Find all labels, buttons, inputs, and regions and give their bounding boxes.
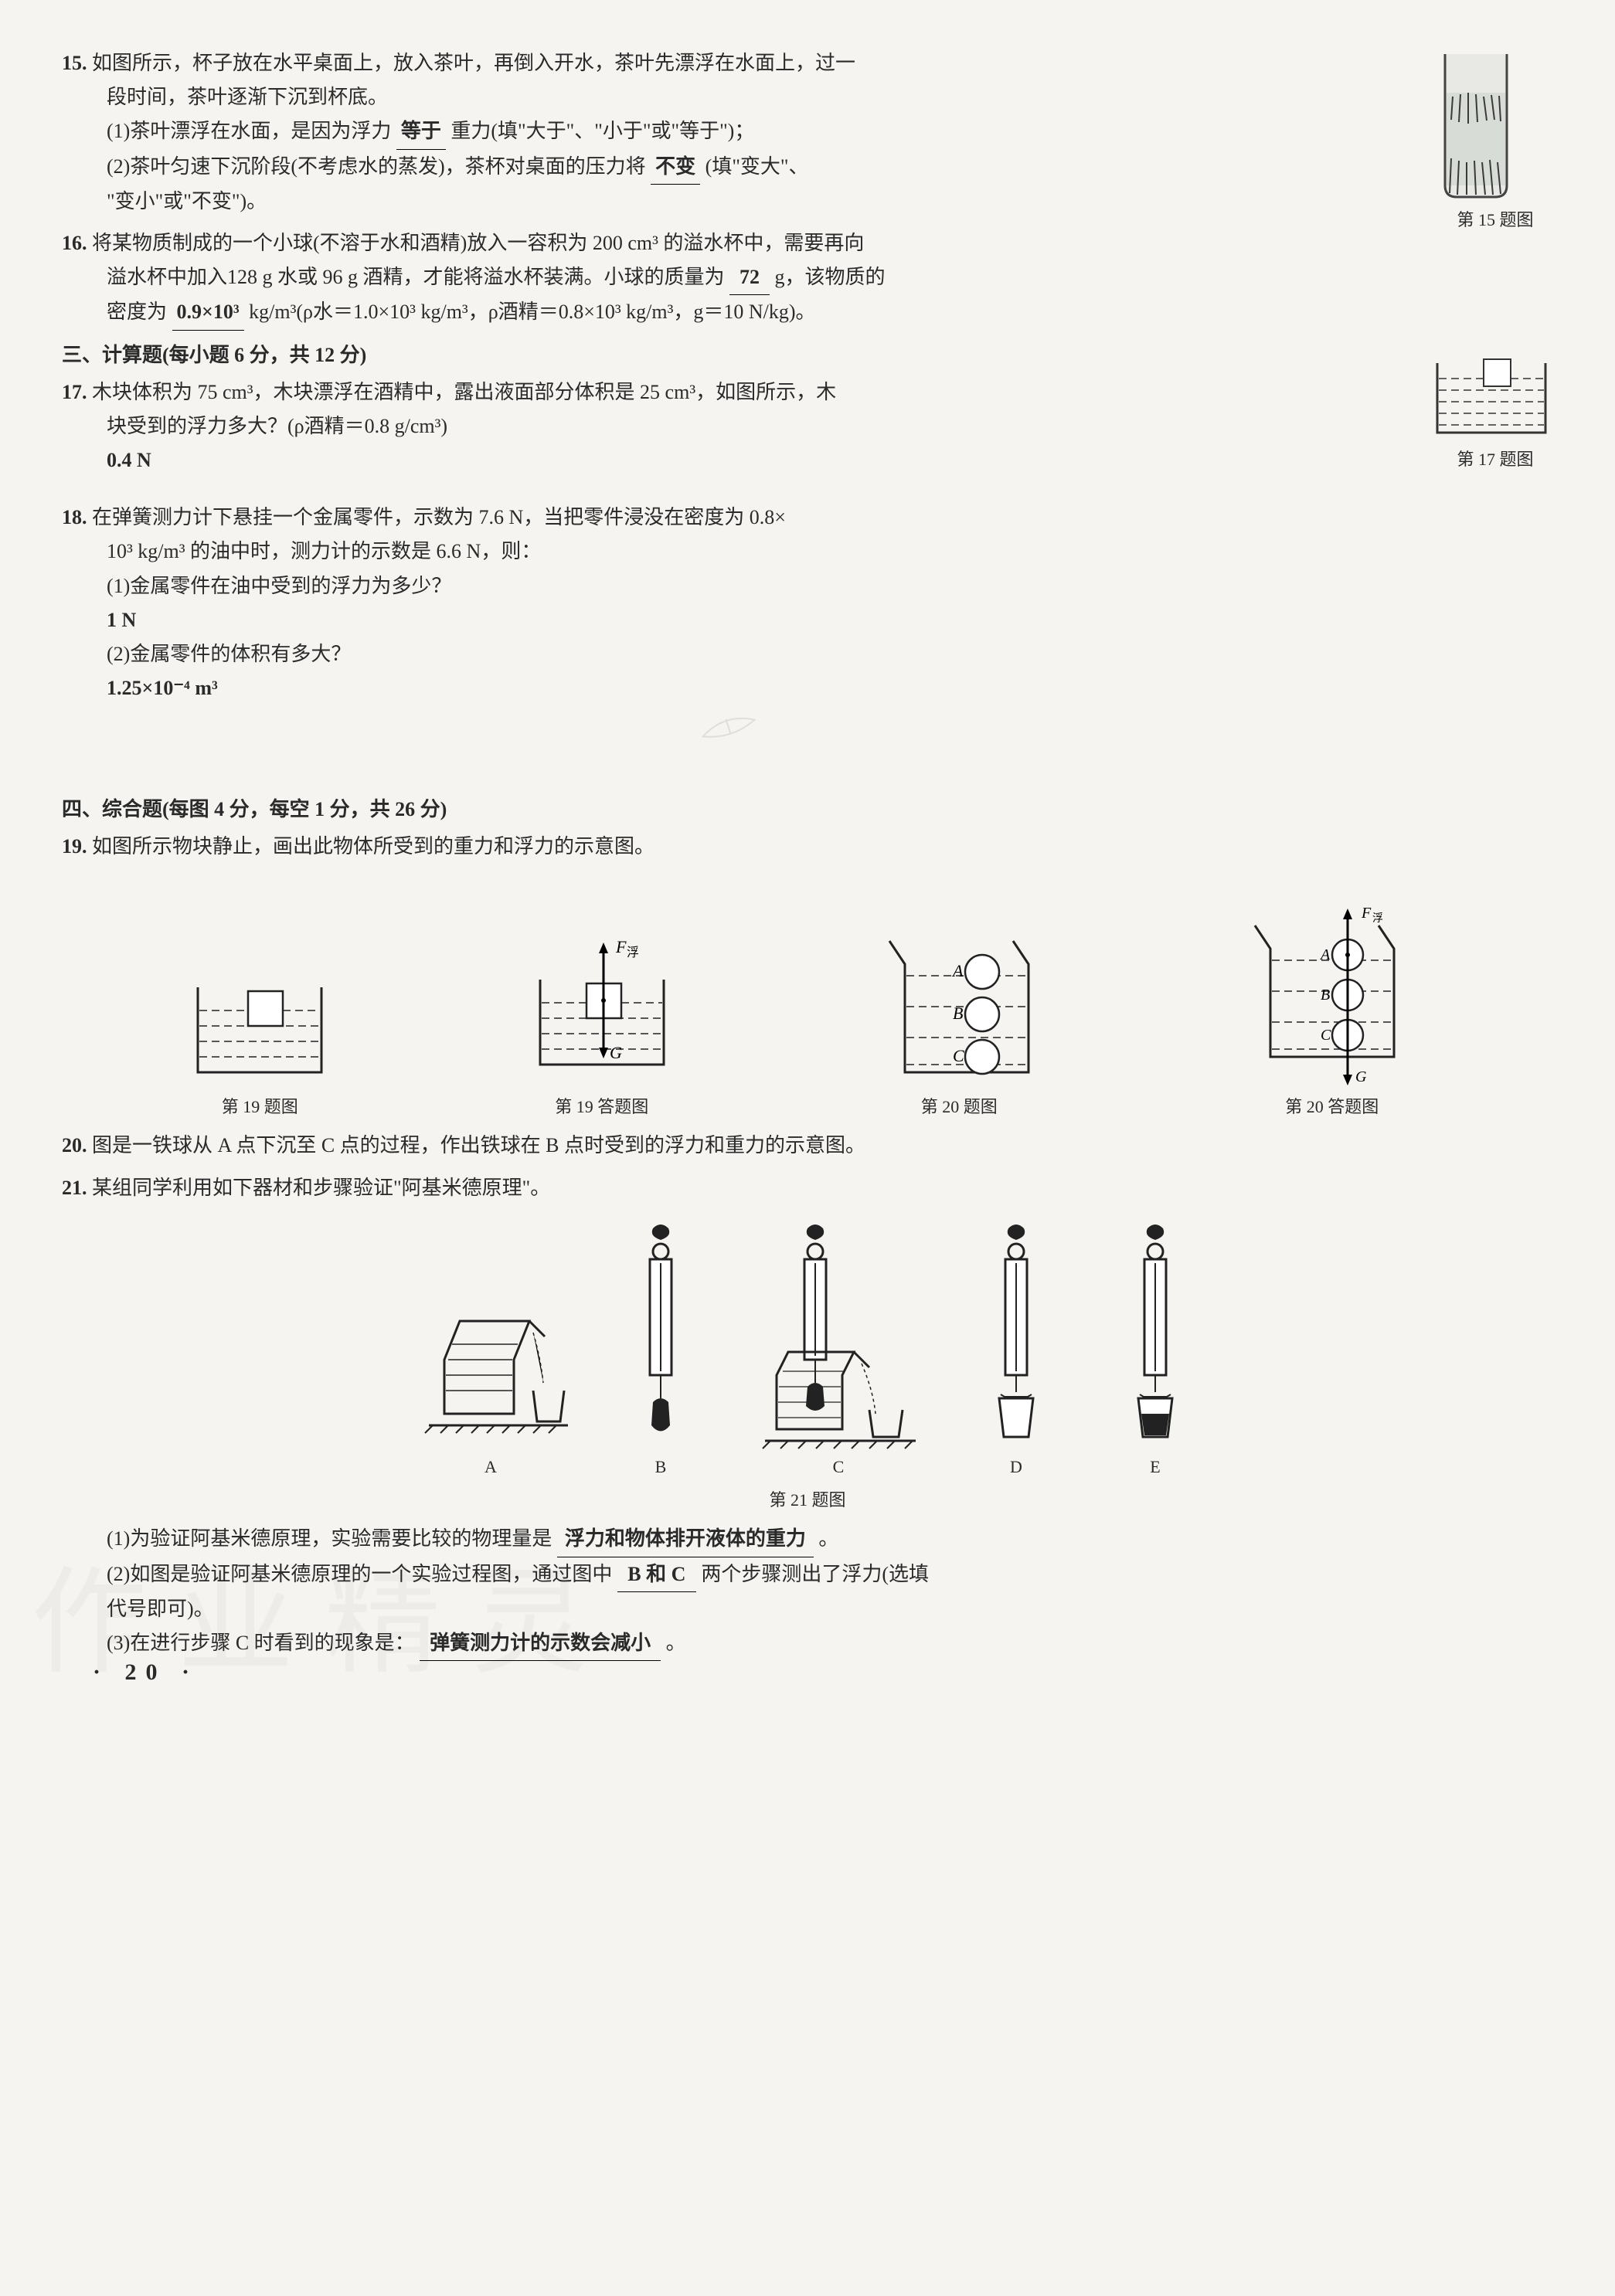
q19-num: 19. <box>62 835 87 858</box>
fig21-e-label: E <box>1109 1452 1202 1481</box>
fig21-d-label: D <box>970 1452 1062 1481</box>
q15-num: 15. <box>62 52 87 74</box>
q18-l2: 10³ kg/m³ 的油中时，测力计的示数是 6.6 N，则： <box>62 535 1553 569</box>
q18-num: 18. <box>62 506 87 528</box>
svg-text:A: A <box>1319 946 1331 963</box>
figure-20: A B C 第 20 题图 <box>866 918 1052 1121</box>
q21-p1a: (1)为验证阿基米德原理，实验需要比较的物理量是 <box>107 1527 552 1550</box>
figure-21-caption: 第 21 题图 <box>62 1486 1553 1514</box>
svg-text:B: B <box>1321 987 1330 1004</box>
question-21: 21. 某组同学利用如下器材和步骤验证"阿基米德原理"。 <box>62 1171 1553 1205</box>
svg-text:G: G <box>1355 1068 1367 1085</box>
fig21-c-label: C <box>753 1452 923 1481</box>
figure-19-answer: F 浮 G 第 19 答题图 <box>517 933 687 1121</box>
q21-p3b: 。 <box>666 1632 686 1654</box>
q21-blank1: 浮力和物体排开液体的重力 <box>557 1522 814 1557</box>
q15-p2c: "变小"或"不变")。 <box>62 185 1553 219</box>
q20-num: 20. <box>62 1134 87 1156</box>
q15-p2a: (2)茶叶匀速下沉阶段(不考虑水的蒸发)，茶杯对桌面的压力将 <box>107 155 646 178</box>
q21-blank3: 弹簧测力计的示数会减小 <box>420 1626 661 1661</box>
figure-21-d: D <box>970 1221 1062 1481</box>
question-19: 19. 如图所示物块静止，画出此物体所受到的重力和浮力的示意图。 <box>62 830 1553 864</box>
figure-21-a: A <box>413 1267 568 1481</box>
fig21-a-label: A <box>413 1452 568 1481</box>
q15-l2: 段时间，茶叶逐渐下沉到杯底。 <box>62 80 1553 114</box>
q21-p3a: (3)在进行步骤 C 时看到的现象是： <box>107 1632 415 1654</box>
q16-l2b: g，该物质的 <box>775 266 886 288</box>
q19-text: 如图所示物块静止，画出此物体所受到的重力和浮力的示意图。 <box>92 835 654 858</box>
figure-21-e: E <box>1109 1221 1202 1481</box>
figure-19-ans-caption: 第 19 答题图 <box>517 1092 687 1121</box>
q16-l3b: kg/m³(ρ水＝1.0×10³ kg/m³，ρ酒精＝0.8×10³ kg/m³… <box>249 301 815 323</box>
question-15: 15. 如图所示，杯子放在水平桌面上，放入茶叶，再倒入开水，茶叶先漂浮在水面上，… <box>62 46 1553 219</box>
fig21-b-label: B <box>614 1452 707 1481</box>
q17-l1: 木块体积为 75 cm³，木块漂浮在酒精中，露出液面部分体积是 25 cm³，如… <box>92 381 836 403</box>
q15-blank2: 不变 <box>651 150 700 185</box>
section-4-header: 四、综合题(每图 4 分，每空 1 分，共 26 分) <box>62 793 1553 827</box>
svg-text:浮: 浮 <box>627 946 639 959</box>
q18-p1: (1)金属零件在油中受到的浮力为多少？ <box>62 569 1553 603</box>
figure-20-caption: 第 20 题图 <box>866 1092 1052 1121</box>
svg-text:A: A <box>951 961 964 980</box>
figure-19: 第 19 题图 <box>182 956 337 1121</box>
q18-ans2: 1.25×10⁻⁴ m³ <box>62 671 1553 705</box>
q16-l2a: 溢水杯中加入128 g 水或 96 g 酒精，才能将溢水杯装满。小球的质量为 <box>107 266 725 288</box>
question-16: 16. 将某物质制成的一个小球(不溶于水和酒精)放入一容积为 200 cm³ 的… <box>62 226 1553 331</box>
q16-num: 16. <box>62 232 87 254</box>
q21-p1b: 。 <box>818 1527 838 1550</box>
q16-l1a: 将某物质制成的一个小球(不溶于水和酒精)放入一容积为 200 cm³ 的溢水杯中… <box>92 232 864 254</box>
figure-21-c: C <box>753 1221 923 1481</box>
svg-text:B: B <box>953 1004 963 1023</box>
question-17: 17. 木块体积为 75 cm³，木块漂浮在酒精中，露出液面部分体积是 25 c… <box>62 375 1553 478</box>
svg-text:浮: 浮 <box>1372 912 1383 925</box>
figure-21-row: A B <box>62 1221 1553 1481</box>
q16-l3a: 密度为 <box>107 301 167 323</box>
q21-text: 某组同学利用如下器材和步骤验证"阿基米德原理"。 <box>92 1177 550 1199</box>
q21-p2a: (2)如图是验证阿基米德原理的一个实验过程图，通过图中 <box>107 1563 612 1585</box>
q17-num: 17. <box>62 381 87 403</box>
q15-p1b: 重力(填"大于"、"小于"或"等于")； <box>450 120 754 142</box>
q17-l2: 块受到的浮力多大？(ρ酒精＝0.8 g/cm³) <box>62 409 1553 443</box>
q16-blank1: 72 <box>729 260 770 295</box>
svg-text:F: F <box>1361 905 1372 922</box>
figure-19-caption: 第 19 题图 <box>182 1092 337 1121</box>
q16-blank2: 0.9×10³ <box>172 295 244 330</box>
g-label: G <box>610 1043 622 1062</box>
q18-p2: (2)金属零件的体积有多大？ <box>62 637 1553 671</box>
f-label: F <box>615 937 627 956</box>
q17-ans: 0.4 N <box>62 443 1553 477</box>
q21-p2b: 两个步骤测出了浮力(选填 <box>701 1563 929 1585</box>
q15-blank1: 等于 <box>396 114 446 149</box>
section-3-header: 三、计算题(每小题 6 分，共 12 分) <box>62 338 1553 372</box>
q21-p2c: 代号即可)。 <box>62 1592 1553 1626</box>
q15-l1: 如图所示，杯子放在水平桌面上，放入茶叶，再倒入开水，茶叶先漂浮在水面上，过一 <box>92 52 855 74</box>
question-20: 20. 图是一铁球从 A 点下沉至 C 点的过程，作出铁球在 B 点时受到的浮力… <box>62 1129 1553 1163</box>
figure-row-19-20: 第 19 题图 F 浮 G <box>93 887 1522 1121</box>
question-18: 18. 在弹簧测力计下悬挂一个金属零件，示数为 7.6 N，当把零件浸没在密度为… <box>62 501 1553 763</box>
q15-p1a: (1)茶叶漂浮在水面，是因为浮力 <box>107 120 391 142</box>
q20-text: 图是一铁球从 A 点下沉至 C 点的过程，作出铁球在 B 点时受到的浮力和重力的… <box>92 1134 865 1156</box>
q21-blank2: B 和 C <box>617 1557 696 1592</box>
q15-p2b: (填"变大"、 <box>706 155 809 178</box>
q18-ans1: 1 N <box>62 603 1553 637</box>
q21-num: 21. <box>62 1177 87 1199</box>
svg-text:C: C <box>953 1046 964 1065</box>
svg-text:C: C <box>1321 1027 1331 1044</box>
page-number: · 20 · <box>93 1652 199 1692</box>
q18-l1: 在弹簧测力计下悬挂一个金属零件，示数为 7.6 N，当把零件浸没在密度为 0.8… <box>92 506 786 528</box>
figure-20-answer: A B C F浮 G 第 20 答题图 <box>1232 887 1433 1121</box>
figure-21-b: B <box>614 1221 707 1481</box>
figure-20-ans-caption: 第 20 答题图 <box>1232 1092 1433 1121</box>
